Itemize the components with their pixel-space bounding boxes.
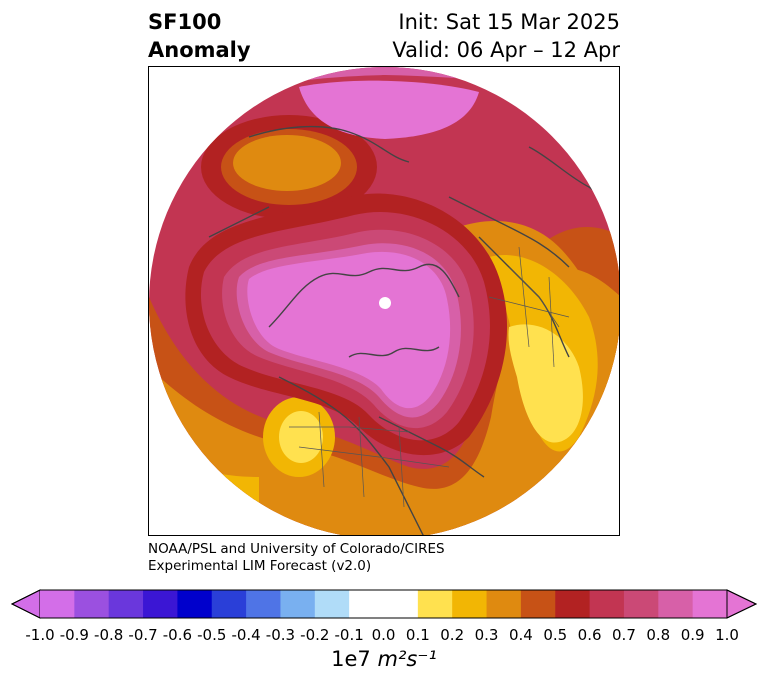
colorbar-bin — [658, 590, 694, 618]
colorbar — [10, 589, 758, 619]
colorbar-extend-low — [10, 589, 41, 619]
colorbar-bin — [177, 590, 213, 618]
colorbar-tick-label: -0.7 — [128, 626, 158, 644]
credit-line-2: Experimental LIM Forecast (v2.0) — [148, 558, 372, 574]
colorbar-bin — [452, 590, 488, 618]
valid-range: Valid: 06 Apr – 12 Apr — [392, 38, 620, 62]
eurasia-0.1 — [508, 324, 583, 443]
polar-high-core — [247, 251, 451, 409]
colorbar-tick-label: 0.4 — [508, 626, 533, 644]
credit: NOAA/PSL and University of Colorado/CIRE… — [148, 541, 445, 575]
polar-map — [149, 67, 619, 535]
colorbar-bin — [40, 590, 75, 618]
colorbar-bin — [623, 590, 659, 618]
na-anomaly-core — [279, 411, 323, 463]
colorbar-tick-label: 0.8 — [646, 626, 671, 644]
colorbar-units: 1e7 m²s⁻¹ — [0, 647, 768, 671]
colorbar-tick-label: 0.5 — [543, 626, 568, 644]
colorbar-tick-label: -1.0 — [25, 626, 55, 644]
colorbar-bin — [74, 590, 110, 618]
map-panel — [148, 66, 620, 536]
title-right: Init: Sat 15 Mar 2025 Valid: 06 Apr – 12… — [392, 8, 620, 64]
coastlines — [208, 125, 619, 535]
title-variable: SF100 — [148, 10, 222, 34]
colorbar-tick-label: 0.1 — [405, 626, 430, 644]
colorbar-tick-label: 1.0 — [715, 626, 739, 644]
anomaly-field — [149, 67, 619, 535]
colorbar-ticks: -1.0 -0.9 -0.8 -0.7 -0.6 -0.5 -0.4 -0.3 -0.2 -0.1… — [0, 626, 768, 646]
colorbar-bin — [246, 590, 281, 618]
colorbar-tick-label: 0.6 — [577, 626, 602, 644]
colorbar-tick-label: 0.9 — [680, 626, 705, 644]
init-date: Init: Sat 15 Mar 2025 — [398, 10, 620, 34]
colorbar-bin — [520, 590, 556, 618]
colorbar-bin — [383, 590, 419, 618]
siberia-0.4 — [233, 135, 341, 191]
title-subtitle: Anomaly — [148, 38, 251, 62]
units-multiplier: 1e7 — [331, 647, 371, 671]
colorbar-tick-label: -0.4 — [231, 626, 261, 644]
colorbar-tick-label: -0.3 — [265, 626, 296, 644]
colorbar-tick-label: -0.1 — [334, 626, 364, 644]
colorbar-bin — [349, 590, 384, 618]
colorbar-bin — [555, 590, 591, 618]
colorbar-extend-high — [726, 589, 758, 619]
colorbar-outline — [10, 589, 758, 619]
colorbar-bin — [417, 590, 453, 618]
title-left: SF100 Anomaly — [148, 8, 251, 64]
colorbar-tick-label: -0.6 — [162, 626, 193, 644]
colorbar-tick-label: -0.8 — [94, 626, 124, 644]
colorbar-bin — [280, 590, 316, 618]
colorbar-bin — [692, 590, 728, 618]
colorbar-bin — [314, 590, 350, 618]
colorbar-bin — [108, 590, 144, 618]
colorbar-tick-label: 0.3 — [474, 626, 499, 644]
colorbar-bin — [486, 590, 522, 618]
colorbar-bin — [589, 590, 625, 618]
colorbar-tick-label: -0.5 — [197, 626, 227, 644]
colorbar-bin — [211, 590, 247, 618]
north-pole-marker — [379, 297, 391, 309]
colorbar-tick-label: -0.9 — [59, 626, 89, 644]
band-0.1-west — [149, 487, 239, 535]
colorbar-tick-label: 0.7 — [612, 626, 636, 644]
colorbar-tick-label: 0.2 — [440, 626, 465, 644]
units-label: m²s⁻¹ — [377, 647, 437, 671]
colorbar-tick-label: -0.2 — [300, 626, 330, 644]
political-boundaries — [289, 246, 570, 508]
colorbar-bin — [143, 590, 178, 618]
band-0.3 — [149, 267, 619, 535]
top-lobe — [299, 80, 479, 139]
colorbar-tick-label: 0.0 — [371, 626, 396, 644]
credit-line-1: NOAA/PSL and University of Colorado/CIRE… — [148, 541, 445, 557]
